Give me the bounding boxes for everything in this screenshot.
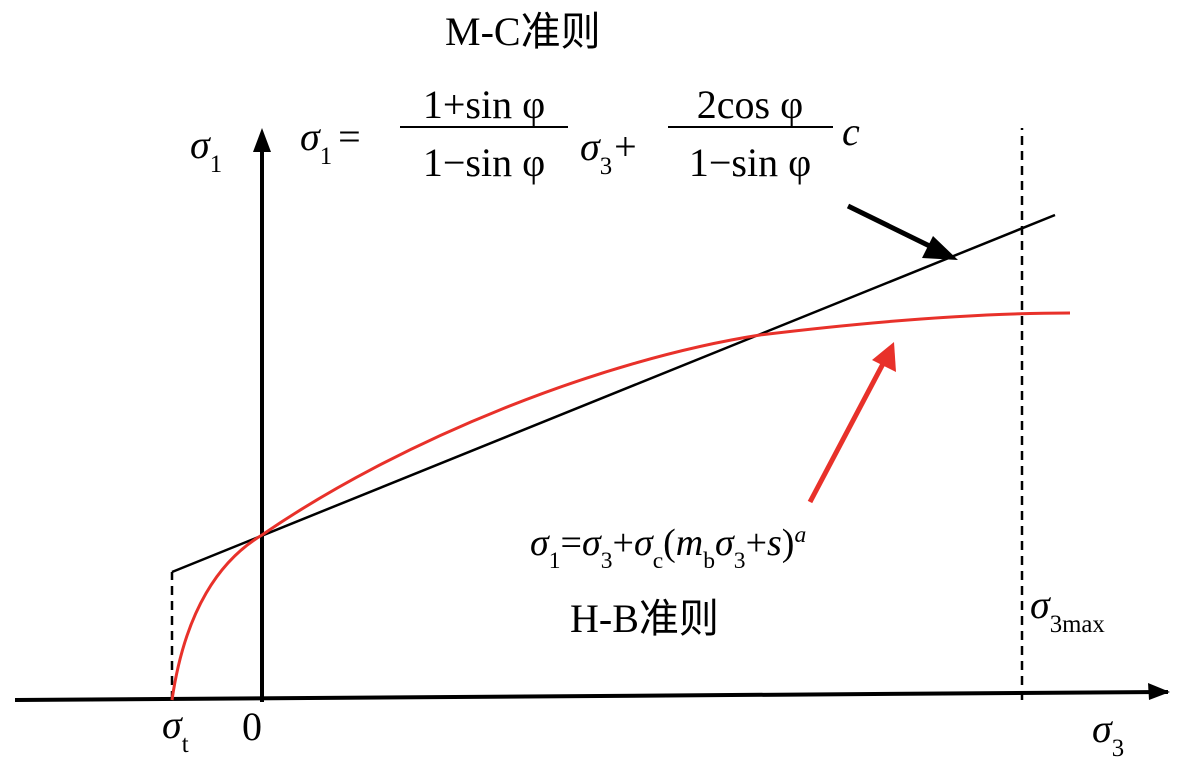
mc-den1: 1−sin φ xyxy=(423,140,545,185)
formula-token: σ xyxy=(162,702,183,747)
formula-token: σ xyxy=(1030,582,1051,627)
mc-formula-mid: σ3+ xyxy=(580,124,637,180)
hb-name: H-B准则 xyxy=(570,596,719,641)
limit-label: σ3max xyxy=(1030,582,1105,638)
y-arrow xyxy=(253,128,271,152)
mc-line xyxy=(171,213,1056,574)
x-label: σ3 xyxy=(1092,706,1124,762)
formula-token: σ xyxy=(300,114,321,159)
formula-token: σ xyxy=(190,122,211,167)
formula-token: 3 xyxy=(601,548,613,574)
mc-formula-lhs: σ1 = xyxy=(300,114,361,170)
x-arrow xyxy=(1148,683,1170,700)
formula-token: = xyxy=(561,522,582,564)
formula-token: m xyxy=(676,522,703,564)
formula-token: 1 xyxy=(320,143,332,170)
formula-token: t xyxy=(182,731,189,758)
formula-token: 3max xyxy=(1050,611,1106,638)
mc-den2: 1−sin φ xyxy=(689,140,811,185)
formula-token: 1 xyxy=(210,151,222,178)
hb-curve xyxy=(170,311,1071,701)
formula-token: σ xyxy=(1092,706,1113,751)
formula-token: σ xyxy=(580,124,601,169)
tension-label: σt xyxy=(162,702,189,758)
x-axis xyxy=(14,690,1169,702)
formula-token: σ xyxy=(530,522,550,564)
formula-token: a xyxy=(794,522,806,548)
formula-token: b xyxy=(703,548,715,574)
formula-token: ) xyxy=(782,522,795,564)
formula-token: + xyxy=(613,522,634,564)
mc-pointer-head xyxy=(922,236,958,260)
formula-token: 3 xyxy=(600,153,612,180)
mc-c: c xyxy=(842,109,860,154)
mc-name: M-C准则 xyxy=(445,9,601,54)
formula-token: 3 xyxy=(1112,735,1124,762)
formula-token: σ xyxy=(715,522,735,564)
y-label: σ1 xyxy=(190,122,222,178)
mc-num1: 1+sin φ xyxy=(423,82,545,127)
formula-token: c xyxy=(653,548,663,574)
hb-pointer xyxy=(807,358,888,504)
mc-num2: 2cos φ xyxy=(697,82,803,127)
hb-formula: σ1=σ3+σc(mbσ3+s)a xyxy=(530,522,806,574)
formula-token: + xyxy=(746,522,767,564)
formula-token: 1 xyxy=(549,548,561,574)
formula-token: = xyxy=(338,114,361,159)
formula-token: σ xyxy=(634,522,654,564)
formula-token: ( xyxy=(663,522,676,564)
hb-pointer-head xyxy=(872,342,896,372)
origin-label: 0 xyxy=(242,704,262,749)
formula-token: s xyxy=(767,522,782,564)
formula-token: σ xyxy=(582,522,602,564)
formula-token: 3 xyxy=(734,548,746,574)
formula-token: + xyxy=(614,124,637,169)
